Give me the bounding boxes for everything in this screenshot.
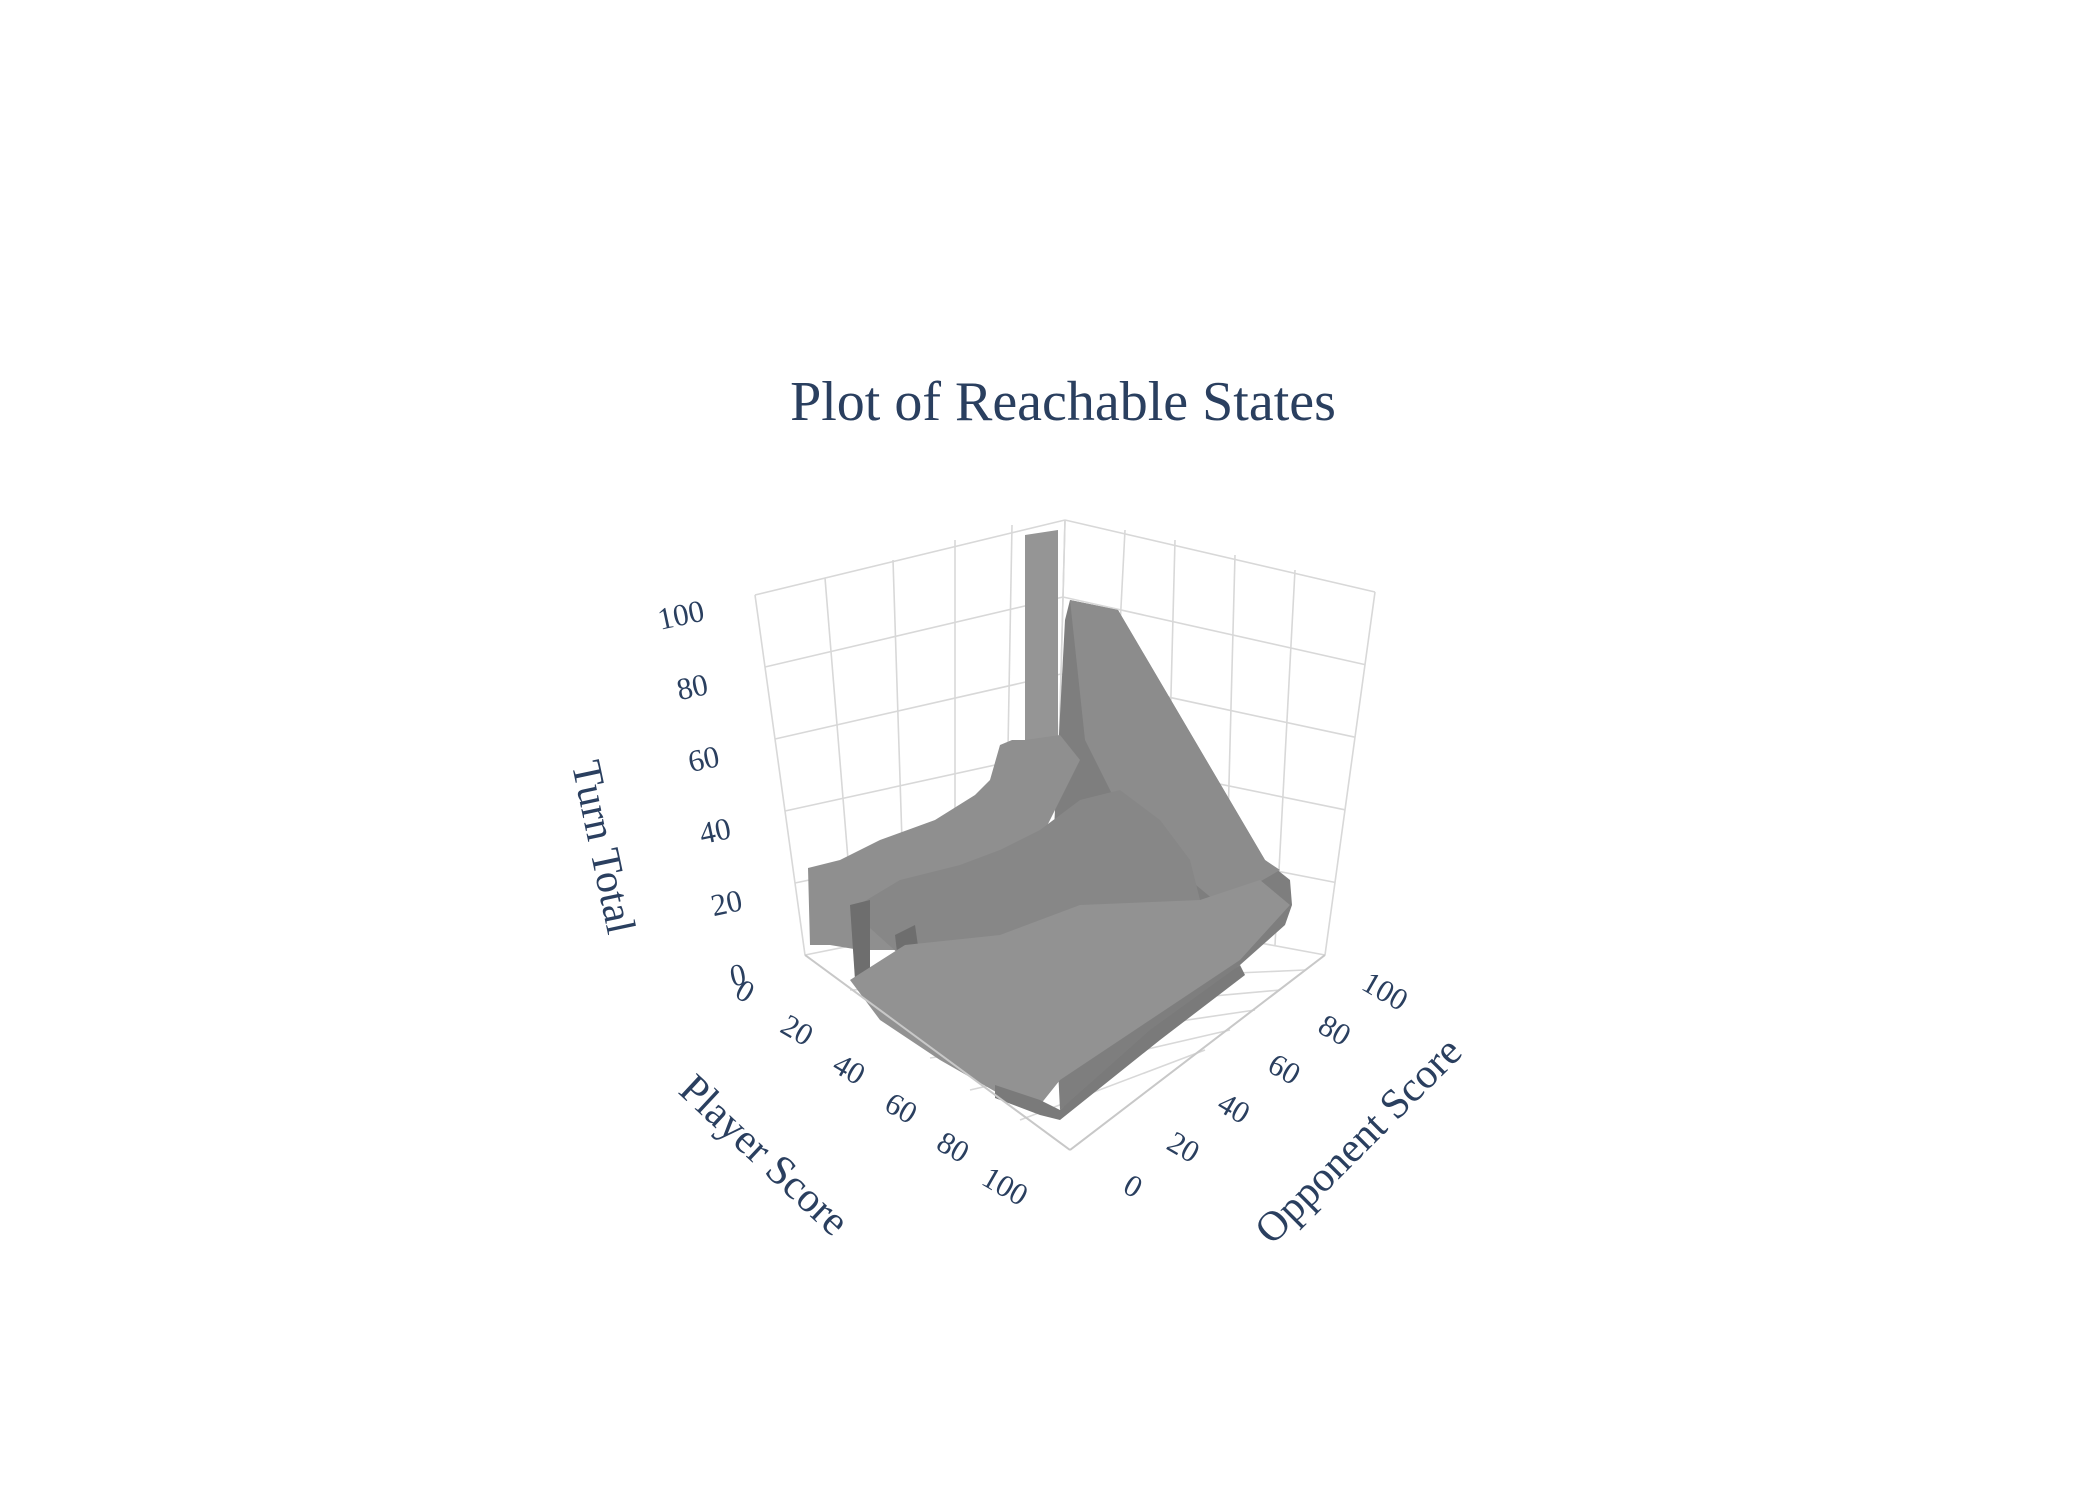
turn-tick-40: 40 xyxy=(696,810,734,851)
player-axis-line xyxy=(804,954,1071,1151)
player-tick-20: 20 xyxy=(775,1007,819,1053)
reachable-floor xyxy=(850,880,1290,1105)
reachable-floor-front-edge xyxy=(995,965,1245,1120)
turn-tick-80: 80 xyxy=(673,666,711,707)
reachable-wedge-face xyxy=(1070,600,1280,905)
voxel-surface xyxy=(808,530,1292,1120)
reachable-band-player-20 xyxy=(850,900,870,985)
turn-gridline-80-right xyxy=(1062,596,1366,666)
reachable-spike xyxy=(1025,530,1058,760)
opponent-tick-20: 20 xyxy=(1161,1124,1205,1170)
player-tick-40: 40 xyxy=(827,1046,871,1092)
turn-tick-labels: 0 20 40 60 80 100 xyxy=(654,593,749,994)
turn-gridline-80-left xyxy=(764,596,1064,668)
turn-gridline-60-left xyxy=(774,673,1062,740)
turn-axis-title: Turn Total xyxy=(562,757,644,938)
turn-tick-60: 60 xyxy=(685,738,723,779)
turn-gridline-100-right xyxy=(1064,519,1376,593)
opponent-tick-100: 100 xyxy=(1356,964,1414,1018)
opponent-axis-line xyxy=(1069,954,1326,1151)
chart-title: Plot of Reachable States xyxy=(790,371,1336,433)
opponent-tick-0: 0 xyxy=(1118,1167,1149,1205)
turn-tick-100: 100 xyxy=(654,593,707,637)
opponent-tick-60: 60 xyxy=(1262,1046,1306,1092)
player-tick-100: 100 xyxy=(976,1159,1034,1213)
opponent-tick-80: 80 xyxy=(1313,1007,1357,1053)
player-tick-60: 60 xyxy=(879,1085,923,1131)
turn-tick-0: 0 xyxy=(727,956,749,993)
player-tick-80: 80 xyxy=(931,1124,975,1170)
turn-gridline-100-left xyxy=(754,519,1066,596)
turn-tick-20: 20 xyxy=(708,882,746,923)
player-axis-title: Player Score xyxy=(670,1066,857,1245)
opponent-tick-40: 40 xyxy=(1212,1085,1256,1131)
